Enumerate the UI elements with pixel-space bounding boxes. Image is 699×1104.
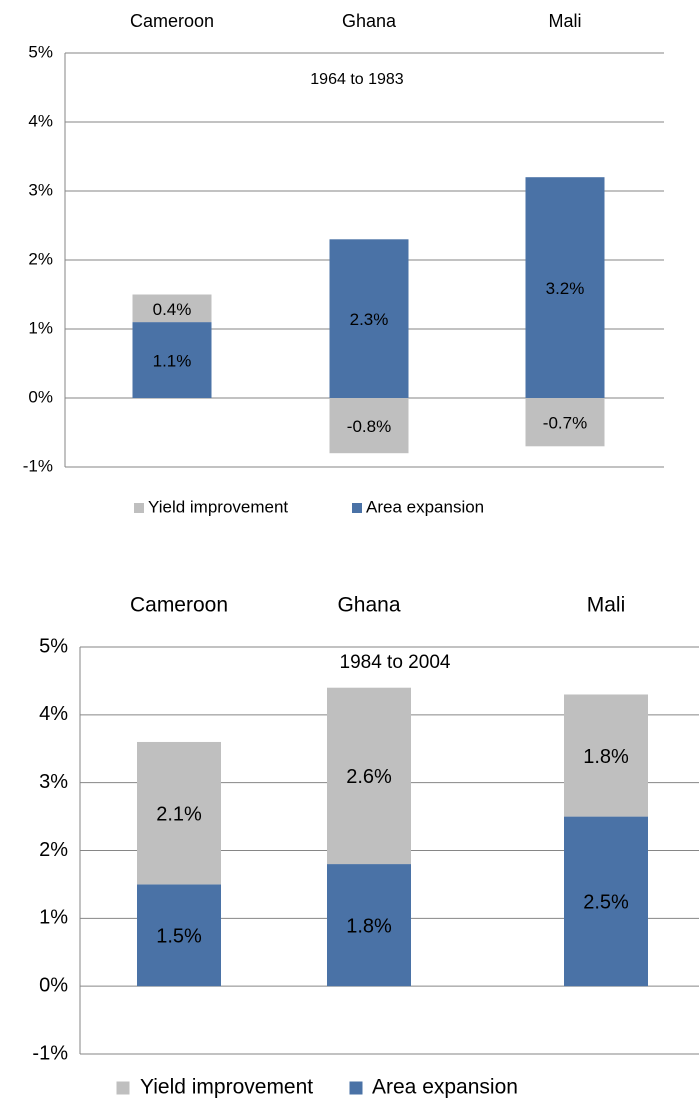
y-tick-label: 2% xyxy=(39,839,68,861)
y-tick-label: 1% xyxy=(39,907,68,929)
bar xyxy=(327,687,411,865)
data-label: 1.8% xyxy=(346,915,392,937)
data-label: 2.1% xyxy=(156,803,202,825)
y-tick-label: 3% xyxy=(39,771,68,793)
bar xyxy=(132,322,212,398)
data-label: -0.8% xyxy=(347,417,391,436)
bar xyxy=(137,884,221,987)
legend-label: Yield improvement xyxy=(140,1076,313,1099)
bar xyxy=(525,177,605,398)
y-tick-label: 0% xyxy=(28,387,53,406)
y-tick-label: 0% xyxy=(39,974,68,996)
chart-subtitle: 1984 to 2004 xyxy=(340,652,451,673)
bar xyxy=(327,864,411,987)
category-label: Cameroon xyxy=(130,594,228,617)
y-tick-label: 2% xyxy=(28,249,53,268)
data-label: 0.4% xyxy=(153,300,192,319)
y-tick-label: 3% xyxy=(28,180,53,199)
bar xyxy=(137,741,221,885)
y-tick-label: 5% xyxy=(28,42,53,61)
bar xyxy=(132,294,212,323)
bar xyxy=(329,398,409,454)
data-label: 3.2% xyxy=(546,279,585,298)
data-label: -0.7% xyxy=(543,414,587,433)
data-label: 1.1% xyxy=(153,352,192,371)
category-label: Ghana xyxy=(337,594,400,617)
y-tick-label: 1% xyxy=(28,318,53,337)
legend-swatch xyxy=(352,503,362,513)
y-tick-label: -1% xyxy=(32,1042,68,1064)
y-tick-label: 5% xyxy=(39,635,68,657)
bar xyxy=(564,694,648,817)
data-label: 2.3% xyxy=(350,310,389,329)
category-label: Ghana xyxy=(342,11,397,31)
legend-swatch xyxy=(116,1081,130,1095)
legend-swatch xyxy=(349,1081,363,1095)
bar xyxy=(564,816,648,987)
legend-label: Area expansion xyxy=(372,1076,518,1099)
data-label: 1.8% xyxy=(583,746,629,768)
legend-swatch xyxy=(134,503,144,513)
data-label: 2.6% xyxy=(346,766,392,788)
y-tick-label: 4% xyxy=(28,111,53,130)
legend-label: Area expansion xyxy=(366,497,484,516)
legend-label: Yield improvement xyxy=(148,497,288,516)
bar xyxy=(329,239,409,398)
category-label: Mali xyxy=(587,594,626,617)
bar xyxy=(525,398,605,447)
category-label: Cameroon xyxy=(130,11,214,31)
category-label: Mali xyxy=(548,11,581,31)
chart-subtitle: 1964 to 1983 xyxy=(310,71,404,88)
data-label: 1.5% xyxy=(156,926,202,948)
data-label: 2.5% xyxy=(583,892,629,914)
y-tick-label: -1% xyxy=(23,456,53,475)
y-tick-label: 4% xyxy=(39,703,68,725)
